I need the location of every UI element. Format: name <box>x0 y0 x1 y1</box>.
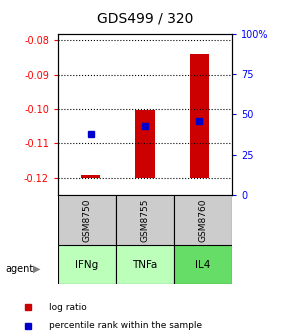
FancyBboxPatch shape <box>58 195 116 245</box>
Text: GSM8760: GSM8760 <box>198 198 208 242</box>
FancyBboxPatch shape <box>174 245 232 284</box>
Text: agent: agent <box>6 264 34 274</box>
Text: log ratio: log ratio <box>49 303 87 312</box>
Bar <box>190 53 209 178</box>
Text: GDS499 / 320: GDS499 / 320 <box>97 12 193 26</box>
FancyBboxPatch shape <box>116 195 174 245</box>
Text: IFNg: IFNg <box>75 260 99 269</box>
Text: TNFa: TNFa <box>132 260 158 269</box>
Text: GSM8755: GSM8755 <box>140 198 150 242</box>
Text: GSM8750: GSM8750 <box>82 198 92 242</box>
Text: percentile rank within the sample: percentile rank within the sample <box>49 322 202 330</box>
Bar <box>135 110 155 178</box>
Text: IL4: IL4 <box>195 260 211 269</box>
FancyBboxPatch shape <box>174 195 232 245</box>
Text: ▶: ▶ <box>33 264 41 274</box>
FancyBboxPatch shape <box>116 245 174 284</box>
FancyBboxPatch shape <box>58 245 116 284</box>
Bar <box>81 175 100 178</box>
